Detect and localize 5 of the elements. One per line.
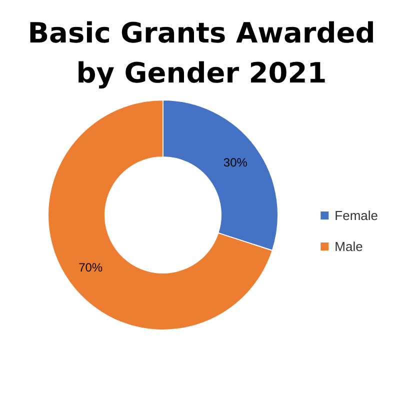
chart-title: Basic Grants Awarded by Gender 2021 — [28, 16, 376, 90]
legend-label: Female — [334, 208, 378, 223]
data-label: 30% — [223, 155, 248, 170]
legend-label: Male — [334, 239, 363, 254]
data-label: 70% — [78, 260, 103, 275]
